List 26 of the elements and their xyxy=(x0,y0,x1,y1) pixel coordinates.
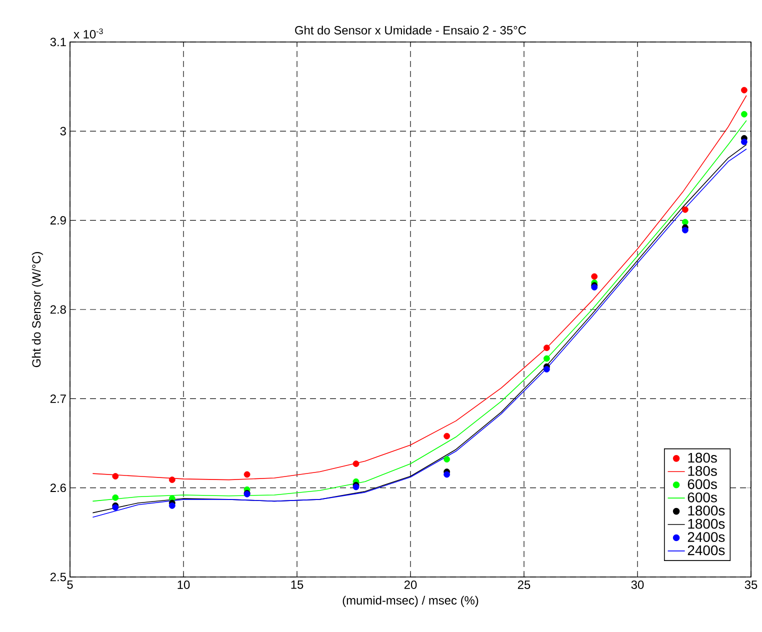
x-tick-label: 5 xyxy=(67,580,73,589)
x-tick-label: 10 xyxy=(178,580,190,589)
legend-label: 2400s xyxy=(688,532,725,542)
legend-label: 180s xyxy=(688,452,717,463)
y-tick-label: 2.7 xyxy=(50,394,66,403)
legend-label: 2400s xyxy=(688,545,725,556)
y-tick-label: 2.6 xyxy=(50,484,66,492)
x-tick-label: 20 xyxy=(404,580,417,589)
x-tick-label: 25 xyxy=(518,580,530,589)
chart-title: Ght do Sensor x Umidade - Ensaio 2 - 35°C xyxy=(295,26,526,34)
y-tick-label: 2.9 xyxy=(50,216,66,225)
y-tick-label: 2.8 xyxy=(50,305,66,314)
y-tick-label: 2.5 xyxy=(50,572,66,582)
text: x 10$^{-3}$ xyxy=(74,28,103,38)
x-tick-label: 30 xyxy=(631,580,644,589)
y-tick-label: 3 xyxy=(60,126,66,136)
legend-label: 600s xyxy=(688,479,717,490)
legend-label: 1800s xyxy=(688,518,725,529)
legend-label: 180s xyxy=(688,466,717,476)
x-tick-label: 15 xyxy=(291,580,304,589)
x-tick-label: 35 xyxy=(744,580,758,589)
y-axis-title: Ght do Sensor (W/°C) xyxy=(32,252,44,368)
x-axis-title: (mumid-msec) / msec (%) xyxy=(342,596,478,607)
legend-label: 600s xyxy=(688,492,717,502)
legend-label: 1800s xyxy=(688,506,725,516)
y-tick-label: 3.1 xyxy=(50,38,66,46)
